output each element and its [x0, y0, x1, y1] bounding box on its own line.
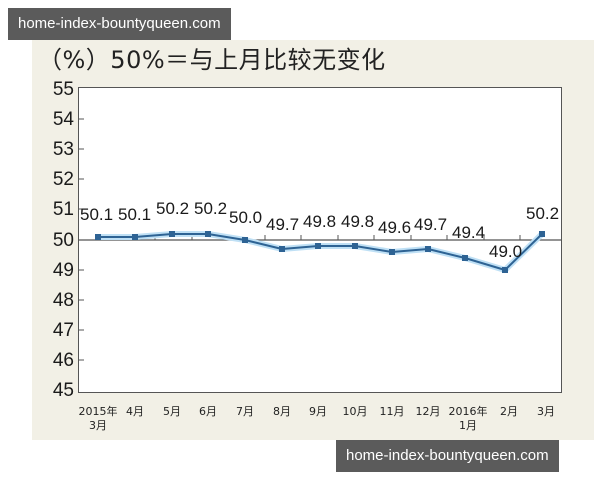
y-tick-50: 50 [52, 230, 74, 251]
y-tick-46: 46 [52, 350, 74, 371]
y-tick-53: 53 [52, 139, 74, 160]
y-tick-55: 55 [52, 79, 74, 100]
x-tick-month: 1月 [459, 419, 477, 432]
y-tick-48: 48 [52, 290, 74, 311]
marker-2015-12 [425, 246, 431, 252]
marker-2015-04 [132, 234, 138, 240]
marker-2015-05 [169, 231, 175, 237]
x-tick-2015-12: 12月 [415, 405, 441, 418]
watermark-top: home-index-bountyqueen.com [8, 8, 231, 40]
x-tick-2015-10: 10月 [342, 405, 368, 418]
x-tick-2015-05: 5月 [163, 405, 181, 418]
value-label-2016-02: 49.0 [489, 242, 523, 261]
x-tick-2015-04: 4月 [126, 405, 144, 418]
marker-2015-09 [315, 243, 321, 249]
marker-2016-03 [539, 231, 545, 237]
x-tick-2015-07: 7月 [236, 405, 254, 418]
value-label-2015-09: 49.8 [303, 212, 337, 231]
chart-title: （%）50%＝与上月比较无变化 [38, 46, 386, 74]
y-tick-45: 45 [52, 380, 74, 401]
value-label-2015-07: 50.0 [229, 208, 263, 227]
y-tick-51: 51 [52, 199, 74, 220]
value-label-2016-03: 50.2 [526, 204, 560, 223]
x-tick-2016-03: 3月 [537, 405, 555, 418]
marker-2015-11 [389, 249, 395, 255]
y-axis-ticks [79, 118, 84, 361]
x-tick-year: 2016年 [448, 405, 488, 418]
value-label-2015-03: 50.1 [80, 205, 114, 224]
value-label-2015-10: 49.8 [341, 212, 375, 231]
x-tick-2015-03: 2015年 3月 [73, 405, 123, 433]
marker-2015-06 [205, 231, 211, 237]
y-tick-54: 54 [52, 109, 74, 130]
value-label-2016-01: 49.4 [452, 223, 486, 242]
x-tick-2015-11: 11月 [379, 405, 405, 418]
x-tick-2015-06: 6月 [199, 405, 217, 418]
marker-2015-10 [352, 243, 358, 249]
marker-2016-01 [462, 255, 468, 261]
value-label-2015-05: 50.2 [156, 199, 190, 218]
marker-2016-02 [502, 267, 508, 273]
marker-2015-07 [242, 237, 248, 243]
marker-2015-08 [279, 246, 285, 252]
y-tick-52: 52 [52, 169, 74, 190]
x-tick-2016-02: 2月 [500, 405, 518, 418]
series-markers [95, 231, 545, 273]
value-label-2015-08: 49.7 [266, 215, 300, 234]
x-tick-year: 2015年 [78, 405, 118, 418]
watermark-bottom: home-index-bountyqueen.com [336, 440, 559, 472]
marker-2015-03 [95, 234, 101, 240]
value-label-2015-11: 49.6 [378, 218, 412, 237]
y-tick-47: 47 [52, 320, 74, 341]
x-tick-2015-09: 9月 [309, 405, 327, 418]
value-label-2015-12: 49.7 [414, 215, 448, 234]
value-label-2015-06: 50.2 [194, 199, 228, 218]
x-tick-2016-01: 2016年 1月 [443, 405, 493, 433]
value-label-2015-04: 50.1 [118, 205, 152, 224]
x-tick-2015-08: 8月 [273, 405, 291, 418]
x-tick-month: 3月 [89, 419, 107, 432]
y-tick-49: 49 [52, 260, 74, 281]
